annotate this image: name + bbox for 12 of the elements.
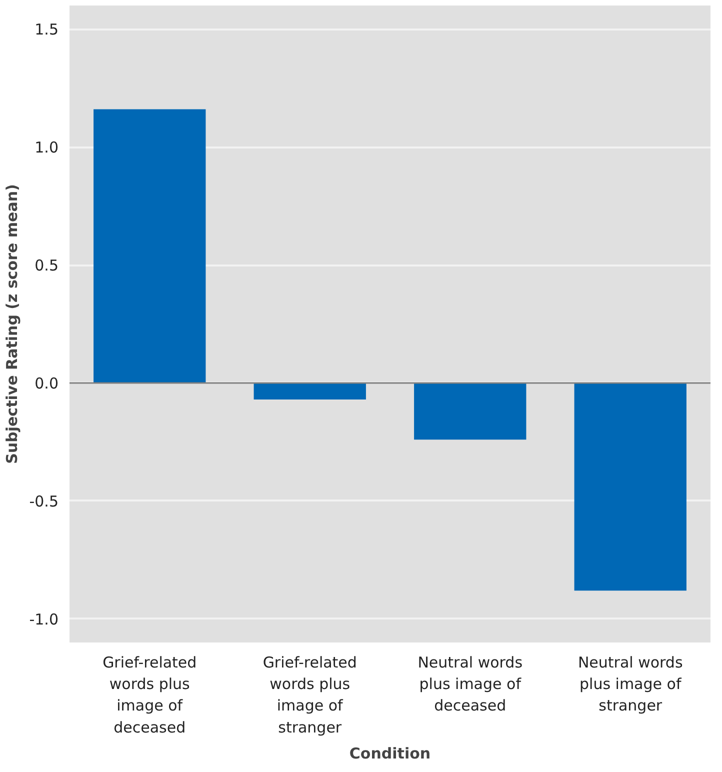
x-tick-label: Grief-related words plus image of deceased	[102, 654, 197, 736]
x-tick-label: Neutral words plus image of stranger	[578, 654, 683, 715]
y-tick-label: 1.0	[34, 138, 59, 157]
y-tick-label: -0.5	[29, 492, 59, 510]
x-axis-title: Condition	[349, 744, 431, 762]
y-tick-label: 0.0	[34, 374, 59, 392]
x-tick-label: Grief-related words plus image of stranger	[262, 654, 357, 736]
x-tick-label: Neutral words plus image of deceased	[418, 654, 523, 715]
y-axis-title: Subjective Rating (z score mean)	[3, 184, 22, 464]
y-tick-label: 1.5	[34, 20, 59, 39]
y-tick-label: 0.5	[34, 256, 59, 275]
y-tick-label: -1.0	[29, 610, 59, 628]
